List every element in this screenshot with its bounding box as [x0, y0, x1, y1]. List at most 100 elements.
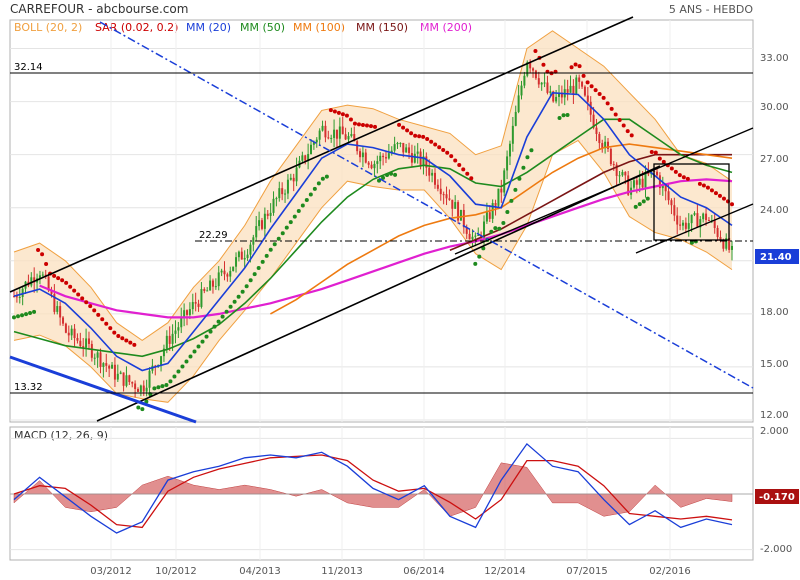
sar-dot	[168, 379, 173, 384]
candle-body	[203, 289, 206, 292]
candle-body	[431, 172, 434, 176]
consolidation-box	[653, 163, 730, 241]
candle-body	[237, 251, 240, 258]
sar-dot	[669, 166, 674, 171]
candle-body	[575, 77, 578, 94]
candle-body	[174, 330, 177, 334]
candle-body	[116, 373, 119, 380]
candle-body	[474, 235, 477, 237]
candle-body	[508, 143, 511, 157]
sar-dot	[393, 172, 398, 177]
candle-body	[70, 328, 73, 336]
candle-body	[214, 286, 217, 288]
candle-body	[359, 151, 362, 158]
sar-dot	[437, 145, 442, 150]
candle-body	[589, 101, 592, 115]
sar-dot	[312, 186, 317, 191]
candle-body	[183, 310, 186, 318]
candle-body	[477, 234, 480, 236]
macd-histogram	[10, 462, 753, 517]
candle-body	[413, 153, 416, 163]
sar-dot	[292, 214, 297, 219]
macd-last-value: -0.170	[759, 492, 795, 503]
x-tick-label: 04/2013	[239, 566, 281, 577]
sar-dot	[521, 165, 526, 170]
sar-dot	[577, 64, 582, 69]
candle-body	[457, 202, 460, 221]
price-tick-label: 30.00	[760, 102, 789, 113]
sar-dot	[284, 225, 289, 230]
sar-dot	[469, 176, 474, 181]
candle-body	[500, 188, 503, 193]
sar-dot	[28, 310, 33, 315]
candle-body	[543, 82, 546, 84]
sar-dot	[421, 134, 426, 139]
candle-body	[555, 96, 558, 102]
candle-body	[47, 276, 50, 291]
candle-body	[503, 170, 506, 193]
candle-body	[82, 346, 85, 348]
candle-body	[664, 185, 667, 192]
sar-dot	[164, 383, 169, 388]
sar-dot	[248, 278, 253, 283]
trendlines	[9, 16, 754, 424]
sar-dot	[581, 73, 586, 78]
candle-body	[624, 172, 627, 176]
legend-boll: BOLL (20, 2)	[14, 21, 82, 34]
candle-body	[79, 340, 82, 347]
candle-body	[572, 85, 575, 94]
sar-dot	[156, 385, 161, 390]
candle-body	[310, 144, 313, 155]
candle-body	[644, 172, 647, 188]
candle-body	[670, 200, 673, 206]
sar-dot	[160, 384, 165, 389]
candle-body	[390, 150, 393, 154]
candle-body	[85, 338, 88, 348]
sar-dot	[336, 110, 341, 115]
candle-body	[638, 178, 641, 185]
sar-dot	[268, 247, 273, 252]
candle-body	[618, 175, 621, 177]
sar-dot	[356, 122, 361, 127]
sar-dot	[204, 334, 209, 339]
price-levels: 32.14 22.29 13.32	[10, 62, 753, 394]
candle-body	[569, 85, 572, 93]
sar-dot	[565, 113, 570, 118]
candle-body	[278, 188, 281, 199]
sar-dot	[96, 312, 101, 317]
macd-last-box	[755, 489, 799, 504]
sar-dot	[120, 336, 125, 341]
sar-dot	[401, 125, 406, 130]
sar-dot	[264, 253, 269, 258]
sar-dot	[557, 115, 562, 120]
ma50-line	[13, 118, 733, 358]
candle-body	[139, 385, 142, 392]
candle-body	[96, 352, 99, 358]
legend-mm50: MM (50)	[240, 21, 285, 34]
sar-dot	[108, 326, 113, 331]
ma20-line	[13, 91, 733, 372]
candle-body	[353, 133, 356, 142]
sar-dot	[232, 299, 237, 304]
candle-body	[266, 213, 269, 216]
candle-body	[382, 155, 385, 158]
candle-body	[520, 85, 523, 96]
macd-histogram-area	[13, 462, 733, 517]
sar-dot	[244, 284, 249, 289]
sar-dot	[617, 118, 622, 123]
sar-dot	[465, 171, 470, 176]
candle-body	[609, 148, 612, 165]
candle-body	[122, 372, 125, 386]
sar-dot	[569, 65, 574, 70]
sar-dot	[44, 261, 49, 266]
candle-body	[448, 198, 451, 200]
sar-dot	[397, 122, 402, 127]
sar-dot	[453, 158, 458, 163]
sar-dot	[533, 48, 538, 53]
sar-dot	[364, 123, 369, 128]
candle-body	[511, 125, 514, 144]
sar-dot	[405, 128, 410, 133]
sar-dot	[20, 313, 25, 318]
candle-body	[67, 332, 70, 336]
